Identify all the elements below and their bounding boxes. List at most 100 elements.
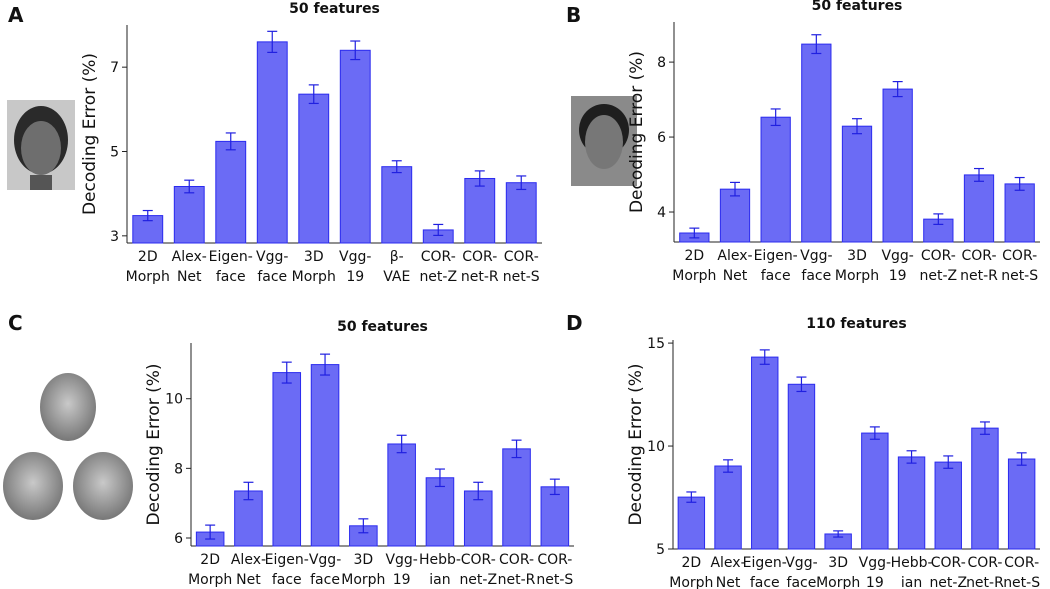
error-bar [852, 118, 862, 135]
x-tick-label: COR- [462, 249, 497, 265]
x-tick-label: Eigen- [209, 249, 253, 265]
x-tick-label: Vgg- [785, 555, 817, 571]
x-tick-label: 19 [866, 575, 884, 589]
x-tick-label: Morph [188, 572, 232, 588]
error-bar [511, 439, 522, 459]
x-tick-label: net-S [1003, 575, 1040, 589]
bar [787, 383, 816, 550]
error-bar [433, 223, 444, 237]
x-tick-label: COR- [504, 249, 539, 265]
x-tick-label: Morph [816, 575, 860, 589]
x-tick-label: COR- [421, 249, 456, 265]
x-tick-label: COR- [921, 248, 956, 264]
error-bar [811, 34, 822, 55]
panel-label: C [8, 311, 23, 335]
error-bar [225, 132, 236, 151]
x-tick-label: face [257, 269, 287, 285]
x-tick-label: Net [236, 572, 261, 588]
bar [714, 465, 742, 550]
bar [272, 372, 302, 547]
bar [464, 177, 496, 244]
y-tick-label: 7 [110, 60, 119, 76]
x-tick-label: Morph [835, 268, 879, 284]
chart-title: 50 features [812, 0, 903, 14]
y-tick-label: 5 [656, 542, 665, 558]
error-bar [933, 213, 944, 225]
x-tick-label: Alex- [710, 555, 745, 571]
x-tick-label: net-R [498, 572, 536, 588]
error-bar [434, 468, 445, 488]
x-tick-label: net-R [960, 268, 998, 284]
y-tick-label: 3 [110, 229, 119, 245]
x-tick-label: face [750, 575, 780, 589]
bar [677, 496, 706, 550]
bar [760, 116, 791, 243]
error-bar [320, 353, 331, 376]
x-tick-label: 19 [393, 572, 411, 588]
x-tick-label: Alex- [172, 249, 207, 265]
error-bar [396, 434, 407, 454]
x-tick-label: Vgg- [309, 552, 341, 568]
error-bar [759, 349, 770, 365]
y-tick-label: 4 [657, 205, 666, 221]
x-tick-label: Morph [292, 269, 336, 285]
x-tick-label: Vgg- [339, 249, 371, 265]
x-tick-label: COR- [537, 552, 572, 568]
error-bar [730, 181, 740, 197]
bar [502, 448, 531, 547]
y-axis-label: Decoding Error (%) [80, 53, 100, 215]
error-bar [358, 518, 369, 534]
y-tick-label: 15 [647, 336, 665, 352]
bar [963, 174, 995, 243]
bar [719, 188, 751, 243]
panel-label: B [566, 3, 581, 27]
face-renders-c [3, 373, 133, 520]
bar [425, 477, 455, 547]
error-bar [473, 481, 484, 501]
y-tick-label: 10 [647, 439, 665, 455]
x-tick-label: β- [390, 249, 404, 265]
error-bar [350, 40, 361, 61]
bar [841, 125, 873, 243]
x-tick-label: net-Z [929, 575, 967, 589]
x-tick-label: net-Z [419, 269, 457, 285]
x-tick-label: Morph [341, 572, 385, 588]
bar [173, 185, 205, 244]
x-tick-label: face [787, 575, 817, 589]
x-tick-label: Morph [126, 269, 170, 285]
x-tick-label: COR- [461, 552, 496, 568]
x-tick-label: net-Z [920, 268, 958, 284]
bar [310, 364, 340, 547]
error-bar [1016, 452, 1027, 466]
x-tick-label: 2D [138, 249, 158, 265]
x-tick-label: COR- [967, 555, 1002, 571]
y-tick-label: 8 [657, 55, 666, 71]
x-tick-label: COR- [1002, 248, 1037, 264]
y-tick-label: 5 [110, 144, 119, 160]
y-axis-label: Decoding Error (%) [144, 363, 164, 525]
error-bar [689, 227, 700, 239]
x-tick-label: Hebb- [419, 552, 461, 568]
y-tick-label: 10 [165, 392, 183, 408]
x-tick-label: Net [716, 575, 741, 589]
x-tick-label: net-S [503, 269, 540, 285]
y-tick-label: 6 [657, 130, 666, 146]
x-tick-label: face [272, 572, 302, 588]
error-bar [723, 459, 734, 473]
y-tick-label: 6 [174, 531, 183, 547]
error-bar [979, 421, 990, 435]
x-tick-label: Vgg- [859, 555, 891, 571]
x-tick-label: 19 [889, 268, 907, 284]
x-tick-label: Vgg- [800, 248, 832, 264]
error-bar [184, 179, 195, 194]
bar [861, 432, 889, 550]
error-bar [974, 167, 984, 182]
x-tick-label: 19 [346, 269, 364, 285]
x-tick-label: face [310, 572, 340, 588]
bar [934, 461, 962, 550]
panel-label: A [8, 3, 24, 27]
error-bar [474, 170, 485, 187]
x-tick-label: COR- [961, 248, 996, 264]
bar [505, 182, 537, 244]
x-tick-label: Eigen- [265, 552, 309, 568]
